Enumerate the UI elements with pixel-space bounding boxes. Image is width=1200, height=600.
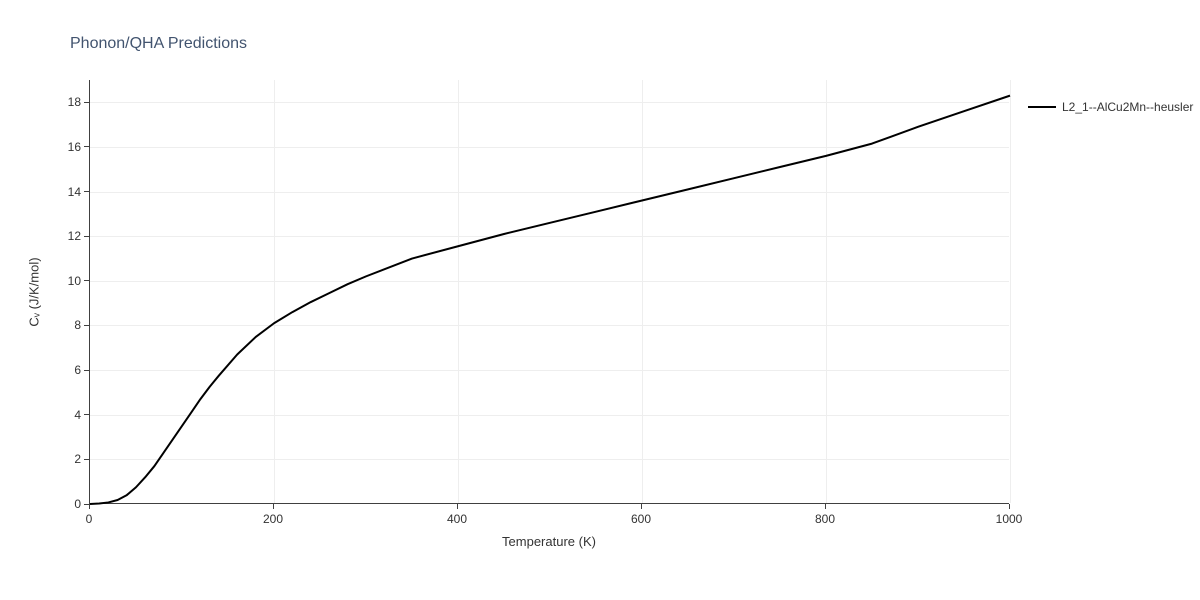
y-tick-label: 8 <box>61 318 81 332</box>
y-tick-label: 0 <box>61 497 81 511</box>
y-tick <box>84 414 89 415</box>
y-tick-label: 6 <box>61 363 81 377</box>
y-tick <box>84 102 89 103</box>
y-tick <box>84 146 89 147</box>
x-tick <box>641 504 642 509</box>
y-tick <box>84 191 89 192</box>
y-tick-label: 12 <box>61 229 81 243</box>
y-tick <box>84 370 89 371</box>
x-axis-label: Temperature (K) <box>502 534 596 549</box>
y-tick-label: 14 <box>61 185 81 199</box>
x-tick-label: 0 <box>86 512 93 526</box>
y-tick <box>84 280 89 281</box>
y-tick <box>84 325 89 326</box>
y-tick-label: 2 <box>61 452 81 466</box>
y-axis-label: Cᵥ (J/K/mol) <box>27 257 42 326</box>
y-tick-label: 18 <box>61 95 81 109</box>
y-tick-label: 4 <box>61 408 81 422</box>
x-tick-label: 1000 <box>996 512 1023 526</box>
gridline-vertical <box>1010 80 1011 503</box>
plot-area[interactable] <box>89 80 1009 504</box>
x-tick <box>457 504 458 509</box>
legend-swatch <box>1028 106 1056 108</box>
y-tick <box>84 504 89 505</box>
x-tick-label: 800 <box>815 512 835 526</box>
legend[interactable]: L2_1--AlCu2Mn--heusler <box>1028 100 1193 114</box>
x-tick <box>273 504 274 509</box>
y-tick <box>84 236 89 237</box>
chart-title: Phonon/QHA Predictions <box>70 35 247 53</box>
y-tick-label: 16 <box>61 140 81 154</box>
legend-series-label: L2_1--AlCu2Mn--heusler <box>1062 100 1193 114</box>
x-tick <box>1009 504 1010 509</box>
x-tick-label: 200 <box>263 512 283 526</box>
chart-container: Phonon/QHA Predictions Temperature (K) C… <box>0 0 1200 600</box>
y-tick-label: 10 <box>61 274 81 288</box>
x-tick <box>825 504 826 509</box>
x-tick <box>89 504 90 509</box>
series-line <box>90 80 1010 504</box>
y-tick <box>84 459 89 460</box>
x-tick-label: 400 <box>447 512 467 526</box>
x-tick-label: 600 <box>631 512 651 526</box>
